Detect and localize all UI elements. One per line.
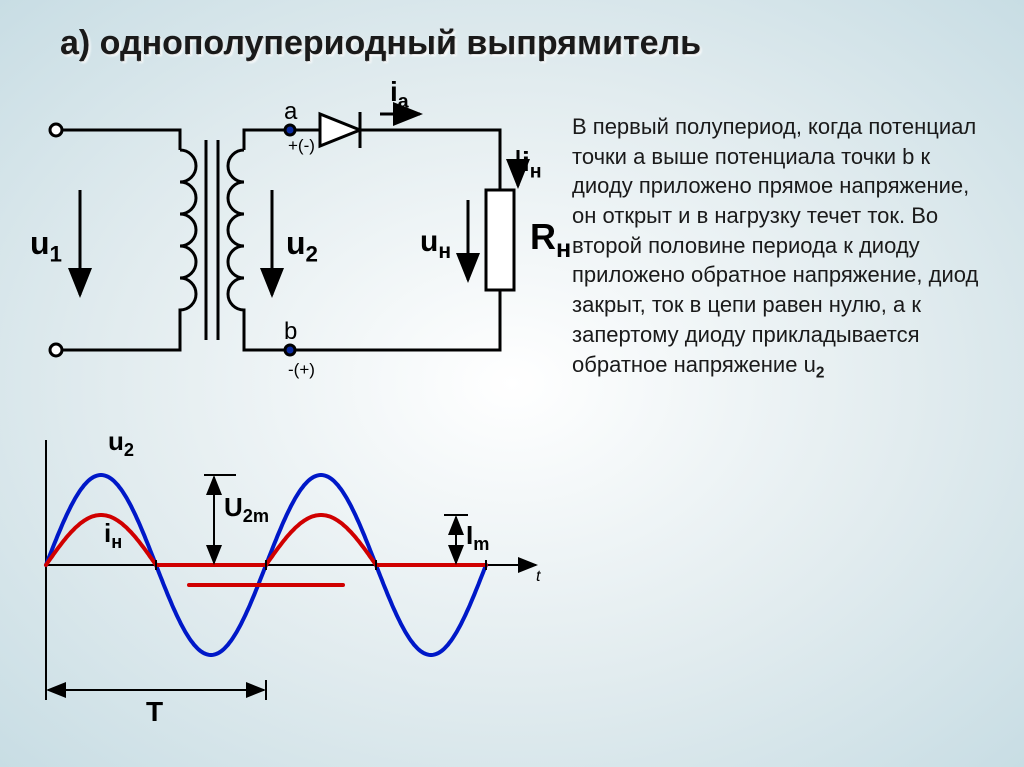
label-in-wave: iн bbox=[104, 518, 122, 553]
polarity-b: -(+) bbox=[288, 360, 315, 380]
label-T: T bbox=[146, 696, 163, 728]
node-b: b bbox=[284, 318, 297, 346]
label-u2: u2 bbox=[286, 225, 318, 267]
label-ia: iа bbox=[390, 76, 409, 114]
label-t-axis: t bbox=[536, 568, 540, 586]
label-Rn: Rн bbox=[530, 216, 571, 264]
description-text: В первый полупериод, когда потенциал точ… bbox=[572, 112, 992, 384]
label-Im: Im bbox=[466, 520, 489, 555]
label-in: iн bbox=[522, 146, 542, 184]
label-u1: u1 bbox=[30, 225, 62, 267]
polarity-a: +(-) bbox=[288, 136, 315, 156]
circuit-diagram: u1 u2 iа iн uн Rн a b +(-) -(+) bbox=[20, 80, 580, 390]
node-a: a bbox=[284, 98, 297, 126]
label-un: uн bbox=[420, 225, 451, 264]
page-title: а) однополупериодный выпрямитель bbox=[60, 24, 701, 63]
label-U2m: U2m bbox=[224, 492, 269, 527]
waveform-graph: u2 iн U2m Im T t bbox=[36, 400, 556, 730]
label-u2-wave: u2 bbox=[108, 426, 134, 461]
